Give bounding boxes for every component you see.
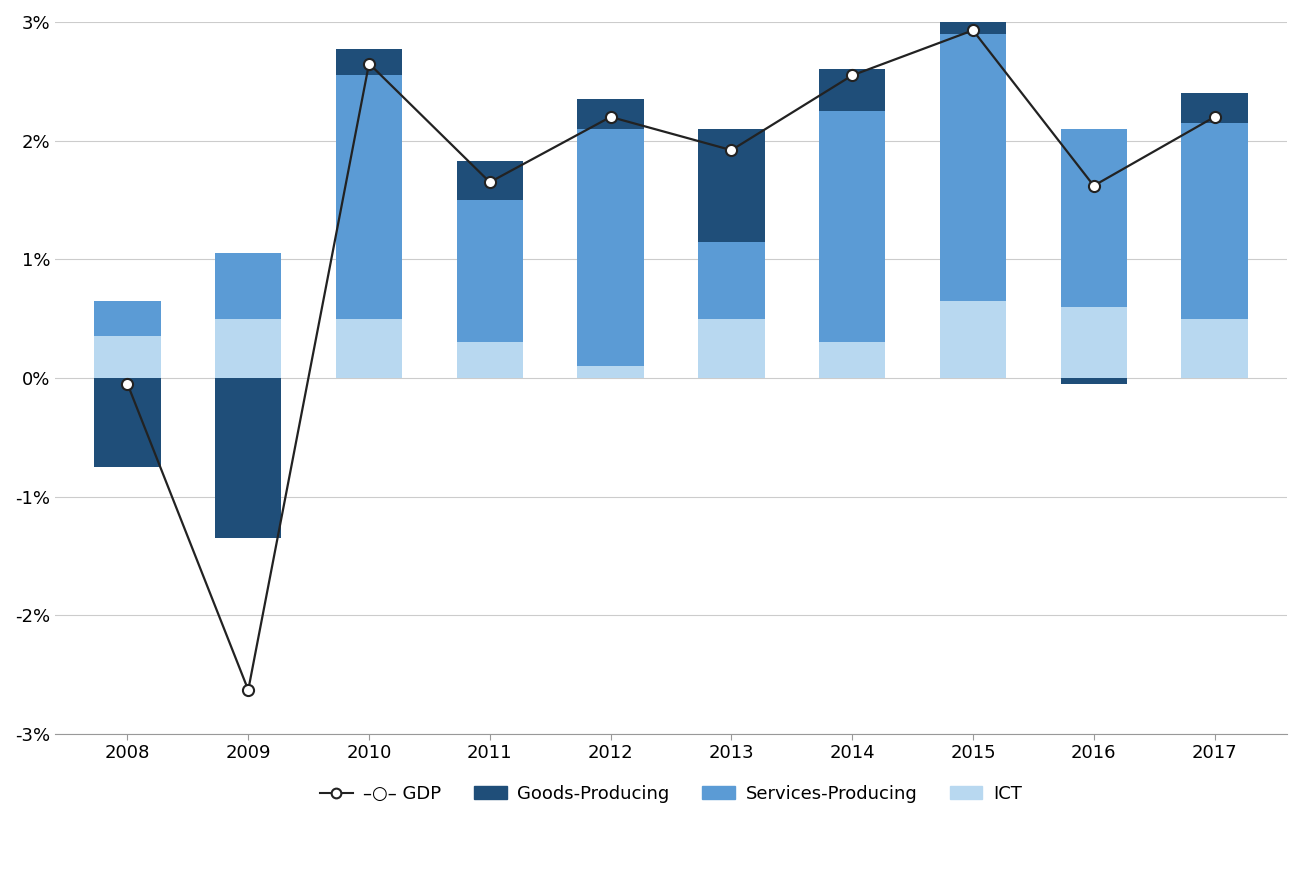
Bar [457,342,523,378]
Bar [1061,378,1128,384]
Bar [819,342,885,378]
Bar [1181,93,1247,122]
Bar [94,336,160,378]
Bar [336,318,402,378]
Bar [336,49,402,75]
Bar [819,111,885,342]
Bar [698,318,764,378]
Bar [698,241,764,318]
Bar [940,300,1006,378]
Bar [698,129,764,241]
Bar [1181,122,1247,318]
Bar [457,200,523,342]
Bar [94,300,160,336]
Bar [940,34,1006,300]
Bar [215,253,281,318]
Bar [940,22,1006,34]
Bar [819,70,885,111]
Bar [215,318,281,378]
Bar [577,99,643,129]
Legend: –○– GDP, Goods-Producing, Services-Producing, ICT: –○– GDP, Goods-Producing, Services-Produ… [312,778,1029,810]
Bar [94,378,160,467]
Bar [1061,129,1128,307]
Bar [577,129,643,366]
Bar [1061,307,1128,378]
Bar [577,366,643,378]
Bar [336,75,402,318]
Bar [1181,318,1247,378]
Bar [215,378,281,538]
Bar [457,161,523,200]
